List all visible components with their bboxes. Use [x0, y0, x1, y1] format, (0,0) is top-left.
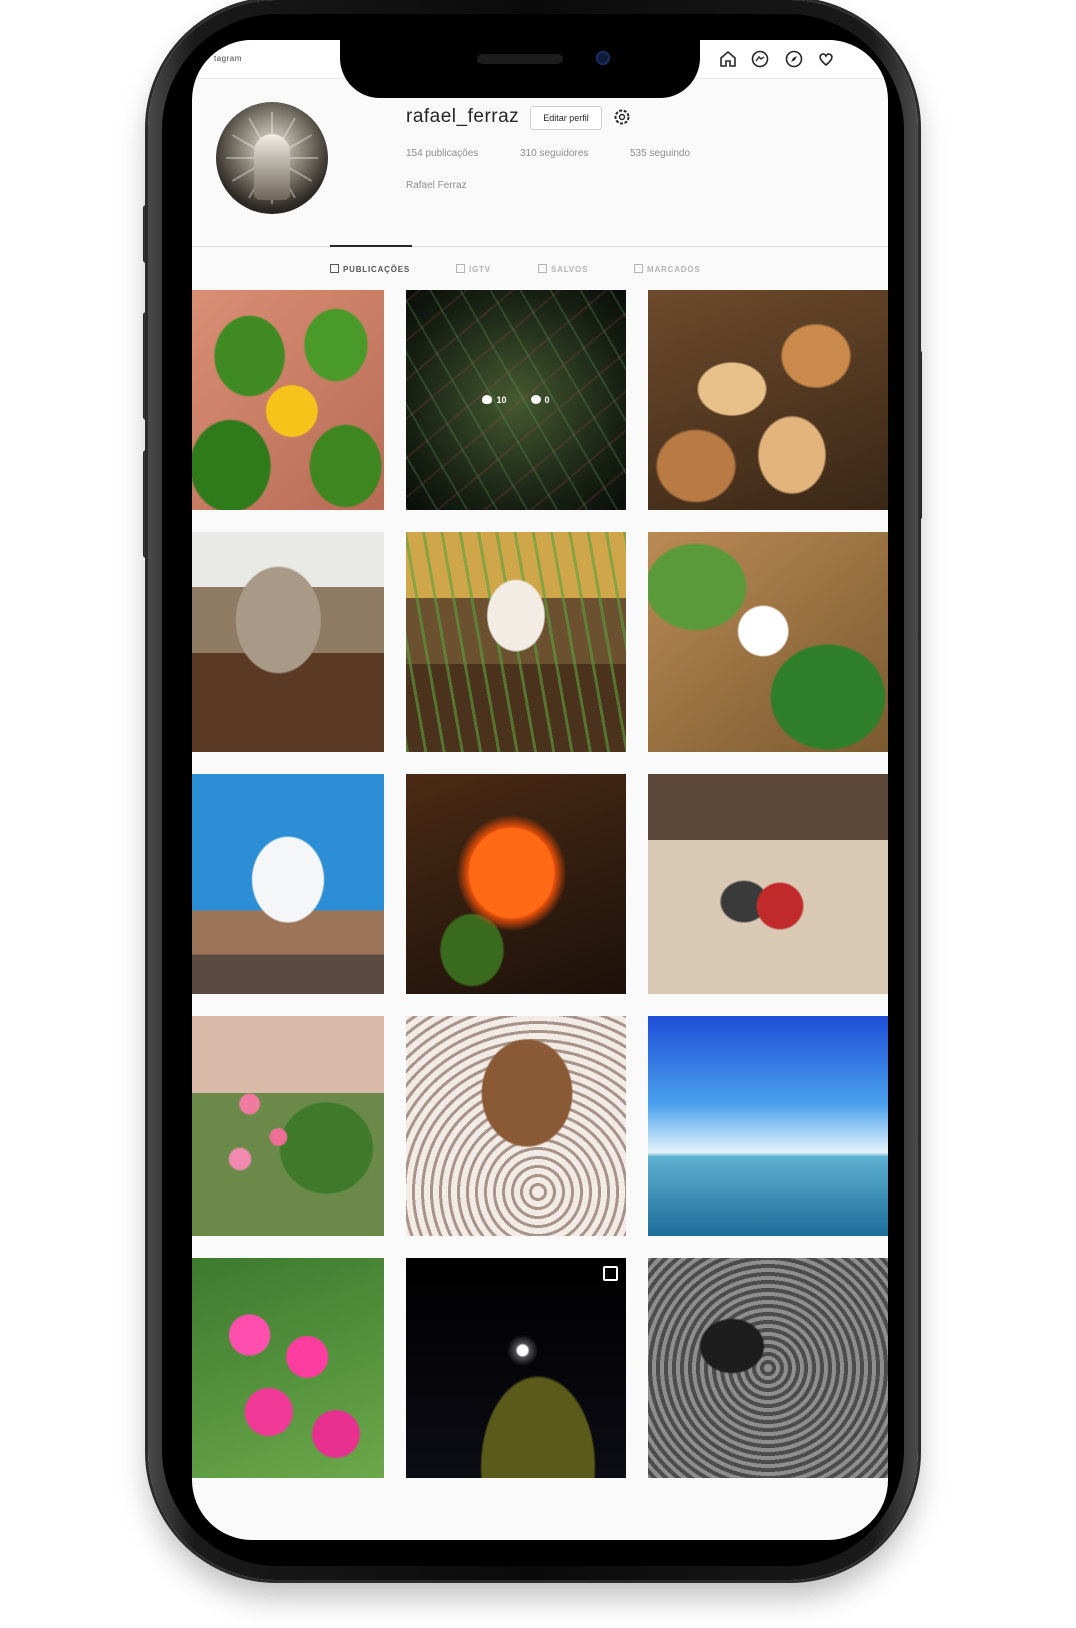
volume-up-button [143, 312, 151, 420]
igtv-icon [456, 264, 465, 273]
active-tab-indicator [330, 245, 412, 247]
post-tile-lake-sky[interactable] [648, 1016, 888, 1236]
comment-bubble-icon [530, 395, 541, 404]
profile-full-name: Rafael Ferraz [406, 180, 467, 191]
post-tile-grey-dog[interactable] [648, 1258, 888, 1478]
post-tile-yellow-flower[interactable] [192, 290, 384, 510]
posts-count: 154 publicações [406, 148, 479, 159]
tab-publicacoes[interactable]: PUBLICAÇÕES [330, 264, 410, 274]
volume-down-button [143, 450, 151, 558]
heart-filled-icon [482, 395, 493, 404]
profile-username: rafael_ferraz [406, 106, 520, 127]
post-tile-bougainvillea[interactable] [192, 1258, 384, 1478]
tabs-divider [192, 246, 888, 247]
post-tile-sleeping-cat[interactable] [648, 774, 888, 994]
post-tile-dog-on-blanket[interactable] [406, 1016, 626, 1236]
post-tile-mushroom[interactable] [192, 532, 384, 752]
post-tile-orange-flowers[interactable] [406, 774, 626, 994]
explore-compass-icon[interactable] [784, 49, 804, 69]
tab-igtv[interactable]: IGTV [456, 264, 491, 274]
instagram-logo[interactable]: tagram [214, 54, 242, 63]
phone-screen: tagram rafael_ferraz Editar perfil 154 p… [192, 40, 888, 1540]
multiple-photos-icon [603, 1266, 618, 1281]
post-hover-overlay: 10 0 [406, 290, 626, 510]
post-tile-mushroom-in-grass[interactable] [406, 532, 626, 752]
post-tile-pink-blossoms[interactable] [192, 1016, 384, 1236]
post-tile-white-tree[interactable] [192, 774, 384, 994]
profile-avatar[interactable] [216, 102, 328, 214]
power-button [914, 350, 922, 520]
settings-gear-icon[interactable] [612, 107, 632, 127]
comments-count: 0 [530, 395, 550, 405]
tab-salvos[interactable]: SALVOS [538, 264, 588, 274]
phone-notch [340, 36, 700, 98]
post-tile-night-moon[interactable] [406, 1258, 626, 1478]
earpiece-speaker [477, 54, 563, 64]
likes-count: 10 [482, 395, 507, 405]
edit-profile-button[interactable]: Editar perfil [530, 106, 602, 130]
tagged-icon [634, 264, 643, 273]
home-icon[interactable] [718, 49, 738, 69]
bookmark-icon [538, 264, 547, 273]
post-tile-fried-snacks[interactable] [648, 290, 888, 510]
post-tile-white-flower[interactable] [648, 532, 888, 752]
heart-icon[interactable] [816, 49, 836, 69]
front-camera [596, 51, 610, 65]
following-count[interactable]: 535 seguindo [630, 148, 691, 159]
post-tile-spider-web[interactable]: 10 0 [406, 290, 626, 510]
tab-marcados[interactable]: MARCADOS [634, 264, 701, 274]
grid-icon [330, 264, 339, 273]
messenger-icon[interactable] [750, 49, 770, 69]
mute-switch [143, 205, 151, 263]
followers-count[interactable]: 310 seguidores [520, 148, 589, 159]
